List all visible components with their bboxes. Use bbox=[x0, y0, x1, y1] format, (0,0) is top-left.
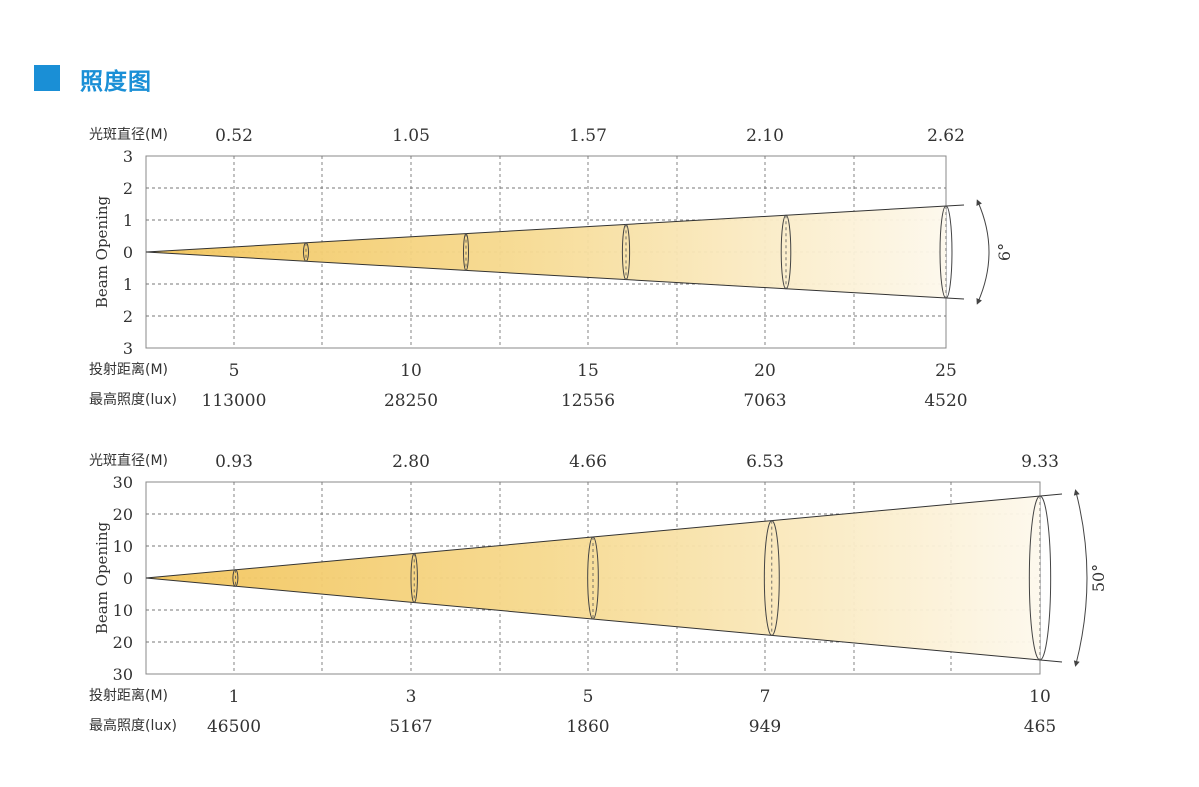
throw-distance-value: 5 bbox=[583, 687, 594, 707]
y-tick-label: 20 bbox=[113, 505, 133, 524]
spot-diameter-value: 1.57 bbox=[569, 126, 607, 146]
beam-edge-upper bbox=[145, 204, 965, 253]
throw-distance-label: 投射距离(M) bbox=[89, 687, 168, 704]
spot-diameter-value: 2.80 bbox=[392, 452, 430, 472]
y-tick-label: 30 bbox=[113, 473, 133, 492]
spot-diameter-value: 2.62 bbox=[927, 126, 965, 146]
throw-distance-label: 投射距离(M) bbox=[89, 361, 168, 378]
page-title: 照度图 bbox=[80, 69, 152, 95]
y-tick-label: 1 bbox=[123, 211, 133, 230]
throw-distance-value: 7 bbox=[760, 687, 771, 707]
spot-diameter-label: 光斑直径(M) bbox=[89, 452, 168, 469]
throw-distance-value: 25 bbox=[935, 361, 957, 381]
max-illuminance-label: 最高照度(lux) bbox=[89, 391, 177, 408]
y-tick-label: 3 bbox=[123, 147, 133, 166]
y-tick-label: 3 bbox=[123, 339, 133, 358]
beam-edge-lower bbox=[145, 251, 965, 300]
spot-diameter-value: 2.10 bbox=[746, 126, 784, 146]
y-tick-label: 0 bbox=[123, 243, 133, 262]
max-illuminance-value: 12556 bbox=[561, 391, 615, 411]
y-tick-label: 20 bbox=[113, 633, 133, 652]
y-tick-label: 1 bbox=[123, 275, 133, 294]
max-illuminance-value: 1860 bbox=[566, 717, 609, 737]
spot-diameter-value: 0.93 bbox=[215, 452, 253, 472]
throw-distance-value: 1 bbox=[229, 687, 240, 707]
beam-angle-arc bbox=[1073, 489, 1088, 667]
y-axis-title: Beam Opening bbox=[93, 521, 111, 634]
beam-angle-arc bbox=[976, 199, 990, 305]
section-header: 照度图 bbox=[34, 62, 152, 97]
max-illuminance-value: 46500 bbox=[207, 717, 261, 737]
y-tick-label: 0 bbox=[123, 569, 133, 588]
spot-diameter-value: 4.66 bbox=[569, 452, 607, 472]
y-tick-label: 30 bbox=[113, 665, 133, 684]
max-illuminance-value: 4520 bbox=[924, 391, 967, 411]
y-tick-label: 10 bbox=[113, 601, 133, 620]
diagram-50-degree: 0.93 1 46500 2.80 3 5167 4.66 5 1860 6.53 7 949 9.33… bbox=[89, 452, 1108, 737]
beam-angle-label: 50° bbox=[1089, 564, 1108, 592]
throw-distance-value: 20 bbox=[754, 361, 776, 381]
beam-cone bbox=[146, 496, 1040, 660]
max-illuminance-label: 最高照度(lux) bbox=[89, 717, 177, 734]
throw-distance-value: 10 bbox=[1029, 687, 1051, 707]
throw-distance-value: 5 bbox=[229, 361, 240, 381]
spot-diameter-value: 1.05 bbox=[392, 126, 430, 146]
throw-distance-value: 3 bbox=[406, 687, 417, 707]
y-tick-label: 10 bbox=[113, 537, 133, 556]
max-illuminance-value: 5167 bbox=[389, 717, 432, 737]
throw-distance-value: 10 bbox=[400, 361, 422, 381]
beam-edge-lower bbox=[145, 577, 1063, 663]
square-icon bbox=[34, 65, 66, 97]
max-illuminance-value: 28250 bbox=[384, 391, 438, 411]
max-illuminance-value: 465 bbox=[1024, 717, 1056, 737]
throw-distance-value: 15 bbox=[577, 361, 599, 381]
max-illuminance-value: 949 bbox=[749, 717, 781, 737]
beam-cone bbox=[146, 206, 946, 298]
spot-diameter-value: 9.33 bbox=[1021, 452, 1059, 472]
spot-diameter-value: 0.52 bbox=[215, 126, 253, 146]
max-illuminance-value: 7063 bbox=[743, 391, 786, 411]
spot-diameter-label: 光斑直径(M) bbox=[89, 126, 168, 143]
beam-angle-label: 6° bbox=[995, 243, 1014, 261]
y-axis-title: Beam Opening bbox=[93, 195, 111, 308]
max-illuminance-value: 113000 bbox=[202, 391, 267, 411]
beam-edge-upper bbox=[145, 493, 1063, 579]
diagram-6-degree: 0.5251130001.0510282501.5715125562.10207… bbox=[89, 126, 1014, 411]
spot-diameter-value: 6.53 bbox=[746, 452, 784, 472]
y-tick-label: 2 bbox=[123, 307, 133, 326]
y-tick-label: 2 bbox=[123, 179, 133, 198]
